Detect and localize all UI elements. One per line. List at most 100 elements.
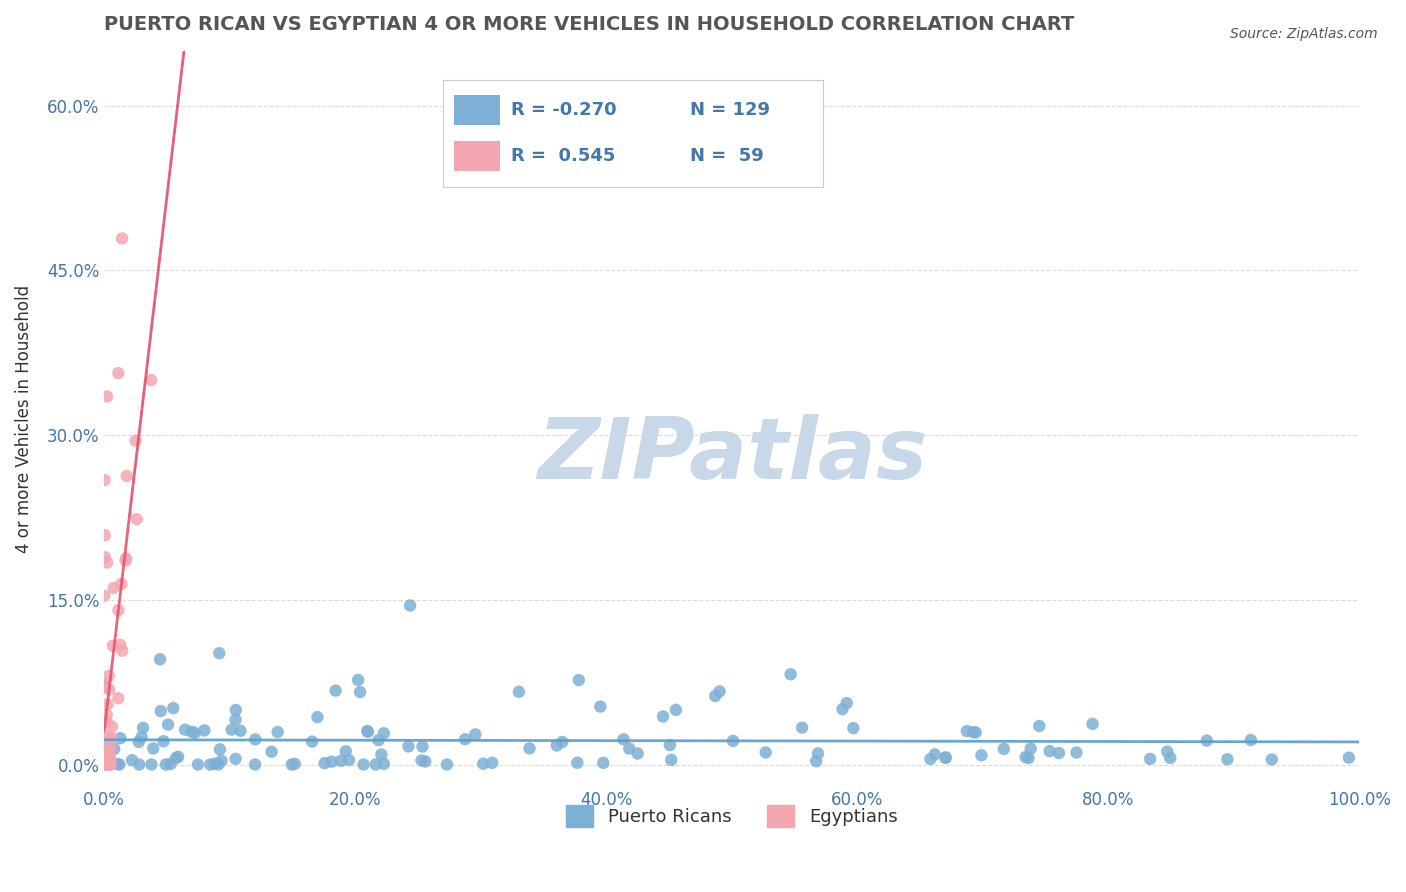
Point [93, 757, 115, 772]
Point [93, 757, 115, 772]
Point [1159, 751, 1181, 765]
Point [207, 757, 229, 772]
Point [225, 752, 247, 766]
Point [1261, 752, 1284, 766]
Point [142, 741, 165, 756]
Y-axis label: 4 or more Vehicles in Household: 4 or more Vehicles in Household [15, 285, 32, 553]
Point [567, 756, 589, 770]
Legend: Puerto Ricans, Egyptians: Puerto Ricans, Egyptians [557, 797, 907, 837]
Point [347, 673, 370, 687]
Point [107, 603, 129, 617]
Point [367, 733, 389, 747]
Point [94, 680, 117, 694]
Point [658, 738, 681, 752]
Point [807, 747, 830, 761]
Point [94, 757, 117, 772]
Point [174, 723, 197, 737]
Point [108, 638, 131, 652]
Point [162, 701, 184, 715]
Point [314, 756, 336, 771]
Point [335, 744, 357, 758]
Point [568, 673, 591, 687]
Point [1047, 746, 1070, 760]
Point [831, 702, 853, 716]
Point [96, 698, 118, 712]
Point [149, 704, 172, 718]
Point [100, 731, 122, 745]
Point [551, 735, 574, 749]
Point [934, 750, 956, 764]
Point [592, 756, 614, 770]
Point [107, 757, 129, 772]
Point [93, 589, 115, 603]
Point [94, 749, 117, 764]
Point [93, 757, 115, 772]
Point [970, 748, 993, 763]
Point [1039, 744, 1062, 758]
Point [209, 754, 232, 768]
Point [98, 753, 121, 767]
Point [454, 732, 477, 747]
Point [114, 553, 136, 567]
Point [398, 739, 420, 754]
Point [93, 676, 115, 690]
Point [755, 746, 778, 760]
Point [93, 757, 115, 772]
Point [97, 757, 120, 772]
Point [337, 753, 360, 767]
Point [589, 699, 612, 714]
Point [110, 731, 132, 746]
Point [111, 231, 134, 245]
Point [96, 757, 118, 772]
Point [652, 709, 675, 723]
Point [659, 753, 682, 767]
Point [132, 721, 155, 735]
Point [183, 726, 205, 740]
Text: PUERTO RICAN VS EGYPTIAN 4 OR MORE VEHICLES IN HOUSEHOLD CORRELATION CHART: PUERTO RICAN VS EGYPTIAN 4 OR MORE VEHIC… [104, 15, 1074, 34]
Point [98, 739, 121, 754]
Point [152, 734, 174, 748]
Point [94, 528, 117, 542]
Point [200, 757, 222, 772]
Point [472, 756, 495, 771]
Point [98, 747, 121, 762]
Point [357, 724, 380, 739]
Point [93, 473, 115, 487]
Point [128, 735, 150, 749]
Point [349, 685, 371, 699]
Point [97, 730, 120, 744]
Point [93, 731, 115, 746]
Point [924, 747, 946, 762]
Point [464, 727, 486, 741]
Point [325, 683, 347, 698]
Point [1139, 752, 1161, 766]
Point [1028, 719, 1050, 733]
Point [356, 724, 378, 739]
Point [94, 755, 117, 769]
Point [167, 749, 190, 764]
Point [508, 685, 530, 699]
Point [101, 720, 124, 734]
Point [835, 696, 858, 710]
Point [98, 757, 121, 772]
Point [96, 757, 118, 772]
Point [330, 754, 353, 768]
Point [411, 739, 433, 754]
Point [165, 751, 187, 765]
Point [627, 747, 650, 761]
Point [1156, 745, 1178, 759]
Point [94, 739, 117, 754]
Point [96, 744, 118, 758]
Point [93, 757, 115, 772]
Point [107, 366, 129, 380]
Point [110, 577, 132, 591]
Point [1019, 741, 1042, 756]
Point [94, 550, 117, 565]
Point [481, 756, 503, 770]
Point [121, 753, 143, 767]
Point [519, 741, 541, 756]
Point [94, 748, 117, 763]
Point [436, 757, 458, 772]
Point [280, 757, 302, 772]
Point [97, 757, 120, 772]
